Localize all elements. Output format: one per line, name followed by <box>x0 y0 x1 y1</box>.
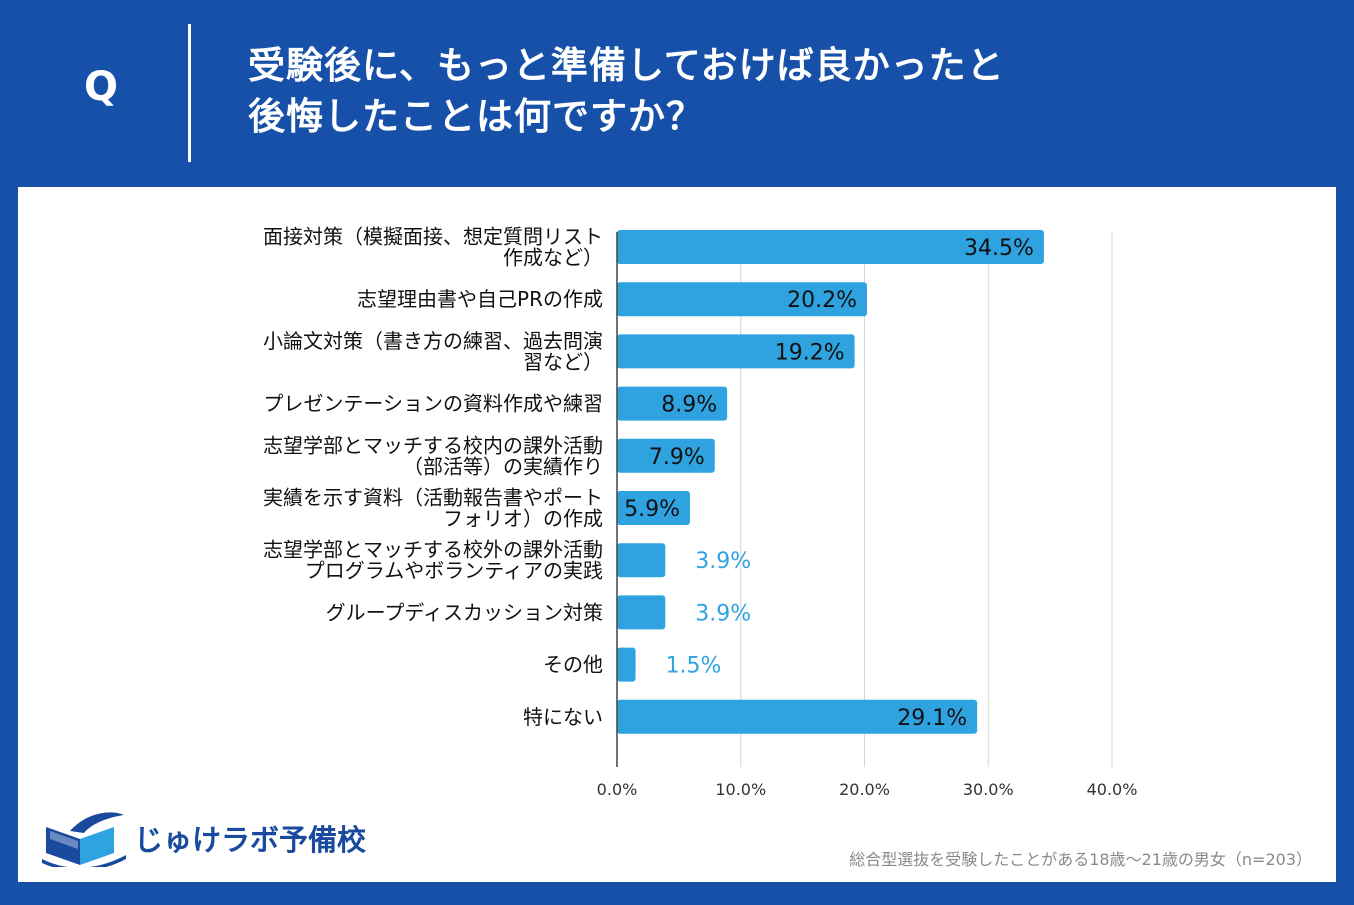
bar <box>617 491 691 525</box>
category-label: 志望学部とマッチする校外の課外活動 <box>263 538 603 562</box>
x-tick-label: 20.0% <box>839 780 890 799</box>
bar <box>617 699 978 734</box>
category-label: 特にない <box>523 705 603 729</box>
x-tick-label: 30.0% <box>963 780 1014 799</box>
bar-chart: 0.0% 10.0% 20.0% 30.0% 40.0% 面接対策（模擬面接、想定質問リス… <box>263 225 1138 800</box>
category-label: 作成など） <box>503 246 603 270</box>
bar <box>617 438 715 473</box>
value-label: 29.1% <box>897 706 967 731</box>
chart-panel: 0.0% 10.0% 20.0% 30.0% 40.0% 面接対策（模擬面接、想定質問リス… <box>18 187 1336 882</box>
question-line-2: 後悔したことは何ですか？ <box>248 95 704 138</box>
category-label: グループディスカッション対策 <box>326 600 603 624</box>
bar <box>617 282 867 317</box>
book-logo-icon <box>42 812 126 867</box>
value-label: 3.9% <box>695 549 751 574</box>
header-divider <box>188 24 191 162</box>
category-label: （部活等）の実績作り <box>403 454 603 478</box>
x-tick-label: 10.0% <box>715 780 766 799</box>
category-label: 志望理由書や自己PRの作成 <box>357 287 603 311</box>
category-label: 小論文対策（書き方の練習、過去問演 <box>263 329 603 353</box>
value-label: 3.9% <box>695 601 751 626</box>
bar <box>617 386 728 421</box>
category-label: その他 <box>543 653 603 677</box>
bar <box>617 647 636 682</box>
q-label: Q <box>84 64 119 110</box>
value-label: 20.2% <box>787 288 857 313</box>
category-label: 実績を示す資料（活動報告書やポート <box>263 486 603 510</box>
logo-text: じゅけラボ予備校 <box>134 823 367 857</box>
category-label: 面接対策（模擬面接、想定質問リスト <box>263 225 603 249</box>
survey-footnote: 総合型選抜を受験したことがある18歳～21歳の男女（n=203） <box>849 850 1312 869</box>
x-tick-label: 40.0% <box>1087 780 1138 799</box>
bar <box>617 543 666 578</box>
bar <box>617 230 1044 264</box>
bar <box>617 595 666 630</box>
brand-logo: じゅけラボ予備校 <box>40 808 366 868</box>
x-tick-label: 0.0% <box>597 780 638 799</box>
value-label: 34.5% <box>964 236 1034 261</box>
category-label: 志望学部とマッチする校内の課外活動 <box>263 433 603 457</box>
category-label: 習など） <box>523 350 603 374</box>
question-line-1: 受験後に、もっと準備しておけば良かったと <box>248 44 1005 87</box>
category-label: フォリオ）の作成 <box>443 507 603 531</box>
category-label: プログラムやボランティアの実践 <box>305 559 603 583</box>
value-label: 19.2% <box>775 340 845 365</box>
value-label: 8.9% <box>661 393 717 418</box>
bar <box>617 334 855 369</box>
question-title: 受験後に、もっと準備しておけば良かったと 後悔したことは何ですか？ <box>248 40 1005 142</box>
value-label: 7.9% <box>649 445 705 470</box>
value-label: 5.9% <box>624 497 680 522</box>
value-label: 1.5% <box>666 654 722 679</box>
category-label: プレゼンテーションの資料作成や練習 <box>263 392 603 416</box>
